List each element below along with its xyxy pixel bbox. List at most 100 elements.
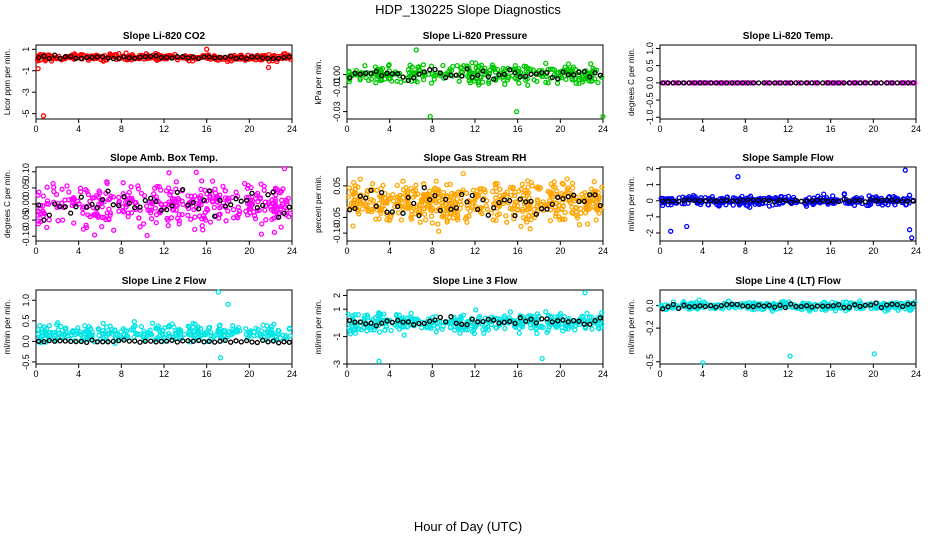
data-point: [142, 54, 148, 60]
data-point: [185, 55, 191, 61]
data-point: [426, 71, 432, 78]
outlier-point: [582, 290, 588, 296]
data-point: [400, 178, 406, 184]
data-point: [467, 80, 473, 86]
data-point: [555, 73, 562, 79]
data-point: [244, 337, 250, 344]
data-point: [523, 64, 529, 70]
data-point: [422, 217, 429, 223]
data-point: [196, 55, 202, 62]
data-point: [590, 196, 596, 203]
data-point: [206, 188, 212, 194]
panel-7: Slope Line 2 Flow ml/min per min. 0 4 8 12 16 2…: [3, 276, 297, 379]
data-point: [528, 316, 534, 322]
data-point: [132, 199, 138, 206]
data-point: [386, 62, 392, 68]
data-point: [204, 198, 210, 204]
series-hourly: [347, 314, 603, 329]
data-point: [734, 198, 740, 204]
data-point: [68, 338, 74, 345]
data-point: [686, 304, 692, 310]
data-point: [368, 70, 374, 76]
data-point: [405, 77, 411, 84]
data-point: [884, 197, 890, 203]
data-point: [175, 327, 182, 333]
data-point: [562, 326, 569, 332]
y-tick-label: 1.0: [645, 42, 655, 55]
data-point: [258, 231, 265, 237]
data-point: [559, 180, 565, 187]
data-point: [363, 70, 369, 76]
data-point: [44, 224, 50, 231]
data-point: [405, 194, 411, 201]
panel-ylabel: ml/min per min.: [314, 300, 323, 355]
data-point: [110, 55, 116, 62]
data-point: [357, 71, 363, 77]
data-point: [373, 80, 379, 86]
data-point: [410, 188, 416, 194]
data-point: [592, 318, 598, 324]
data-point: [52, 52, 58, 58]
data-point: [375, 313, 381, 319]
data-point: [795, 80, 802, 86]
data-point: [469, 316, 475, 322]
x-tick-label: 20: [244, 369, 254, 379]
data-point: [373, 216, 379, 222]
data-point: [907, 307, 913, 313]
data-point: [427, 318, 433, 324]
data-point: [708, 303, 714, 309]
data-point: [718, 198, 724, 204]
data-point: [378, 185, 384, 192]
data-point: [524, 207, 530, 213]
data-point: [464, 199, 470, 205]
data-point: [518, 223, 524, 230]
data-point: [862, 302, 868, 308]
data-point: [480, 318, 486, 325]
data-point: [287, 333, 293, 339]
data-point: [475, 72, 481, 79]
data-point: [458, 314, 464, 320]
data-point: [466, 213, 472, 219]
data-point: [777, 304, 783, 311]
data-point: [467, 208, 473, 214]
data-point: [748, 80, 754, 86]
data-point: [718, 80, 724, 86]
data-point: [910, 80, 916, 86]
data-point: [665, 304, 671, 310]
data-point: [745, 197, 751, 203]
data-point: [228, 339, 234, 345]
data-point: [167, 333, 173, 339]
data-point: [852, 198, 858, 204]
data-point: [158, 201, 164, 207]
data-point: [676, 305, 682, 311]
data-point: [878, 80, 884, 86]
y-tick-label: 0.00: [332, 66, 342, 84]
data-point: [582, 71, 588, 78]
data-point: [517, 74, 523, 80]
data-point: [73, 55, 79, 61]
data-point: [490, 188, 496, 195]
data-point: [166, 170, 172, 176]
data-point: [121, 194, 127, 200]
x-tick-label: 4: [700, 246, 705, 256]
data-point: [750, 303, 756, 310]
data-point: [734, 301, 740, 308]
data-point: [565, 61, 572, 67]
data-point: [868, 302, 874, 308]
data-point: [597, 202, 603, 209]
data-point: [281, 54, 287, 61]
data-point: [729, 301, 735, 307]
data-point: [212, 186, 218, 192]
data-point: [484, 206, 490, 212]
data-point: [496, 320, 502, 326]
outlier-point: [427, 113, 433, 120]
data-point: [165, 185, 172, 191]
data-point: [440, 193, 446, 200]
data-point: [252, 215, 259, 222]
data-point: [502, 325, 508, 332]
data-point: [153, 339, 159, 345]
data-point: [525, 82, 531, 88]
data-point: [134, 55, 140, 61]
data-point: [377, 208, 384, 214]
